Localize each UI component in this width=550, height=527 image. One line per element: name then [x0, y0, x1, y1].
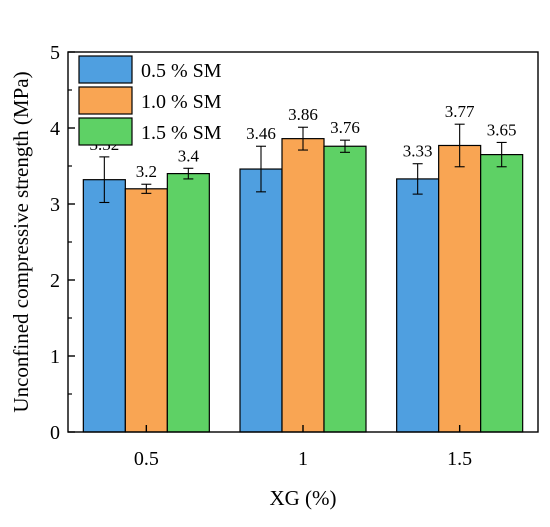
y-tick-label: 1	[50, 346, 60, 368]
errorbars-layer	[99, 123, 507, 204]
bar	[166, 173, 210, 433]
bar	[323, 145, 367, 433]
bar	[239, 168, 283, 433]
bar	[281, 138, 325, 433]
legend-label: 0.5 % SM	[141, 60, 222, 82]
data-label: 3.2	[136, 162, 157, 181]
x-tick-label: 0.5	[134, 448, 159, 470]
x-tick-label: 1	[298, 448, 308, 470]
bar	[396, 178, 440, 433]
y-tick-label: 0	[50, 422, 60, 444]
legend: 0.5 % SM 1.0 % SM 1.5 % SM	[78, 55, 222, 146]
legend-swatch	[78, 86, 133, 115]
data-labels-layer: 3.323.23.43.463.863.763.333.773.65	[89, 102, 516, 181]
bar	[438, 144, 482, 433]
data-label: 3.77	[445, 102, 475, 121]
y-tick-label: 3	[50, 194, 60, 216]
legend-swatch	[78, 117, 133, 146]
bar	[480, 154, 524, 433]
bars-layer	[82, 138, 524, 433]
data-label: 3.33	[403, 142, 433, 161]
data-label: 3.46	[246, 124, 276, 143]
legend-swatch	[78, 55, 133, 84]
y-tick-label: 2	[50, 270, 60, 292]
y-axis: 0 1 2 3 4 5	[50, 42, 75, 444]
legend-label: 1.5 % SM	[141, 122, 222, 144]
bar	[82, 179, 126, 433]
x-axis: 0.5 1 1.5	[134, 425, 472, 470]
legend-label: 1.0 % SM	[141, 91, 222, 113]
y-tick-label: 4	[50, 118, 60, 140]
data-label: 3.86	[288, 105, 318, 124]
data-label: 3.65	[487, 120, 517, 139]
x-axis-label: XG (%)	[269, 486, 336, 510]
x-tick-label: 1.5	[447, 448, 472, 470]
bar	[124, 188, 168, 433]
y-tick-label: 5	[50, 42, 60, 64]
data-label: 3.76	[330, 118, 360, 137]
data-label: 3.4	[178, 146, 200, 165]
y-axis-label: Unconfined compressive strength (MPa)	[9, 71, 33, 412]
